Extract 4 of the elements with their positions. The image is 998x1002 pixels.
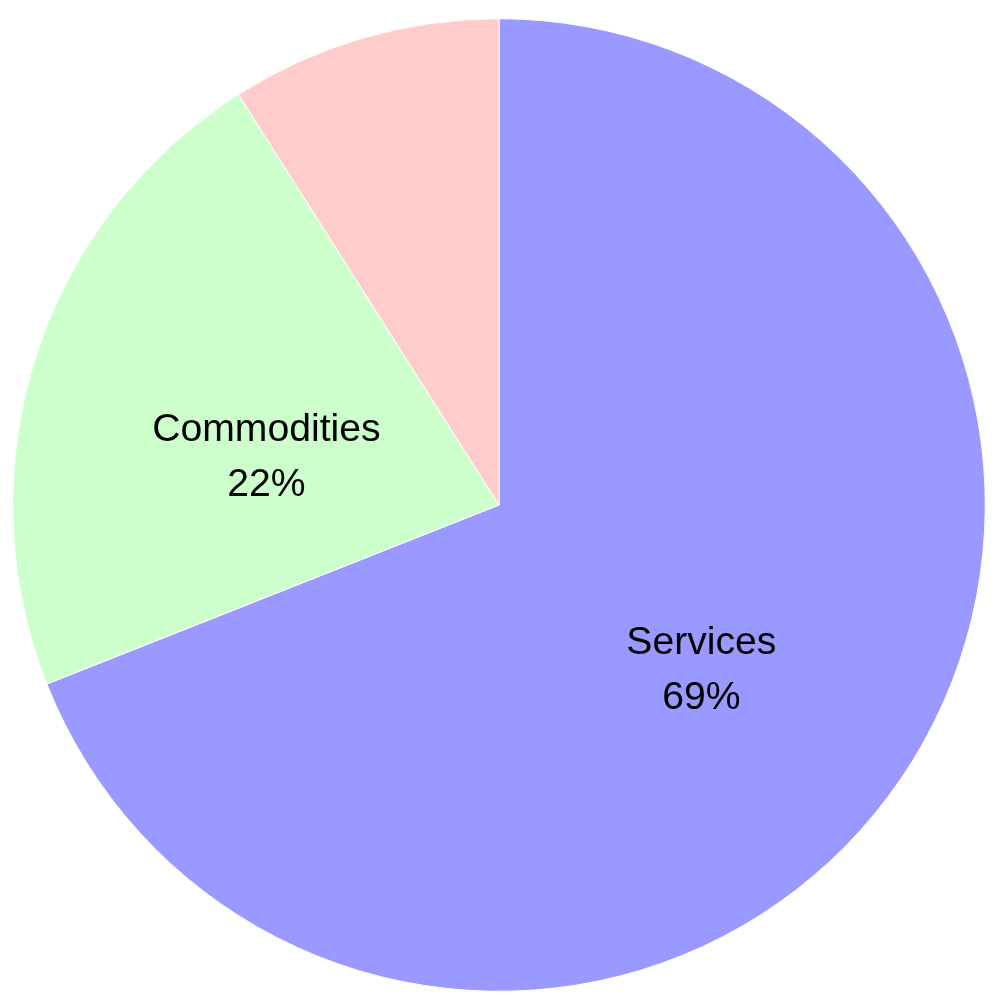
data-label: 22% bbox=[227, 460, 306, 504]
data-label: 69% bbox=[662, 674, 741, 718]
slice-label: Services bbox=[626, 619, 777, 663]
slice-label: Commodities bbox=[152, 406, 381, 450]
